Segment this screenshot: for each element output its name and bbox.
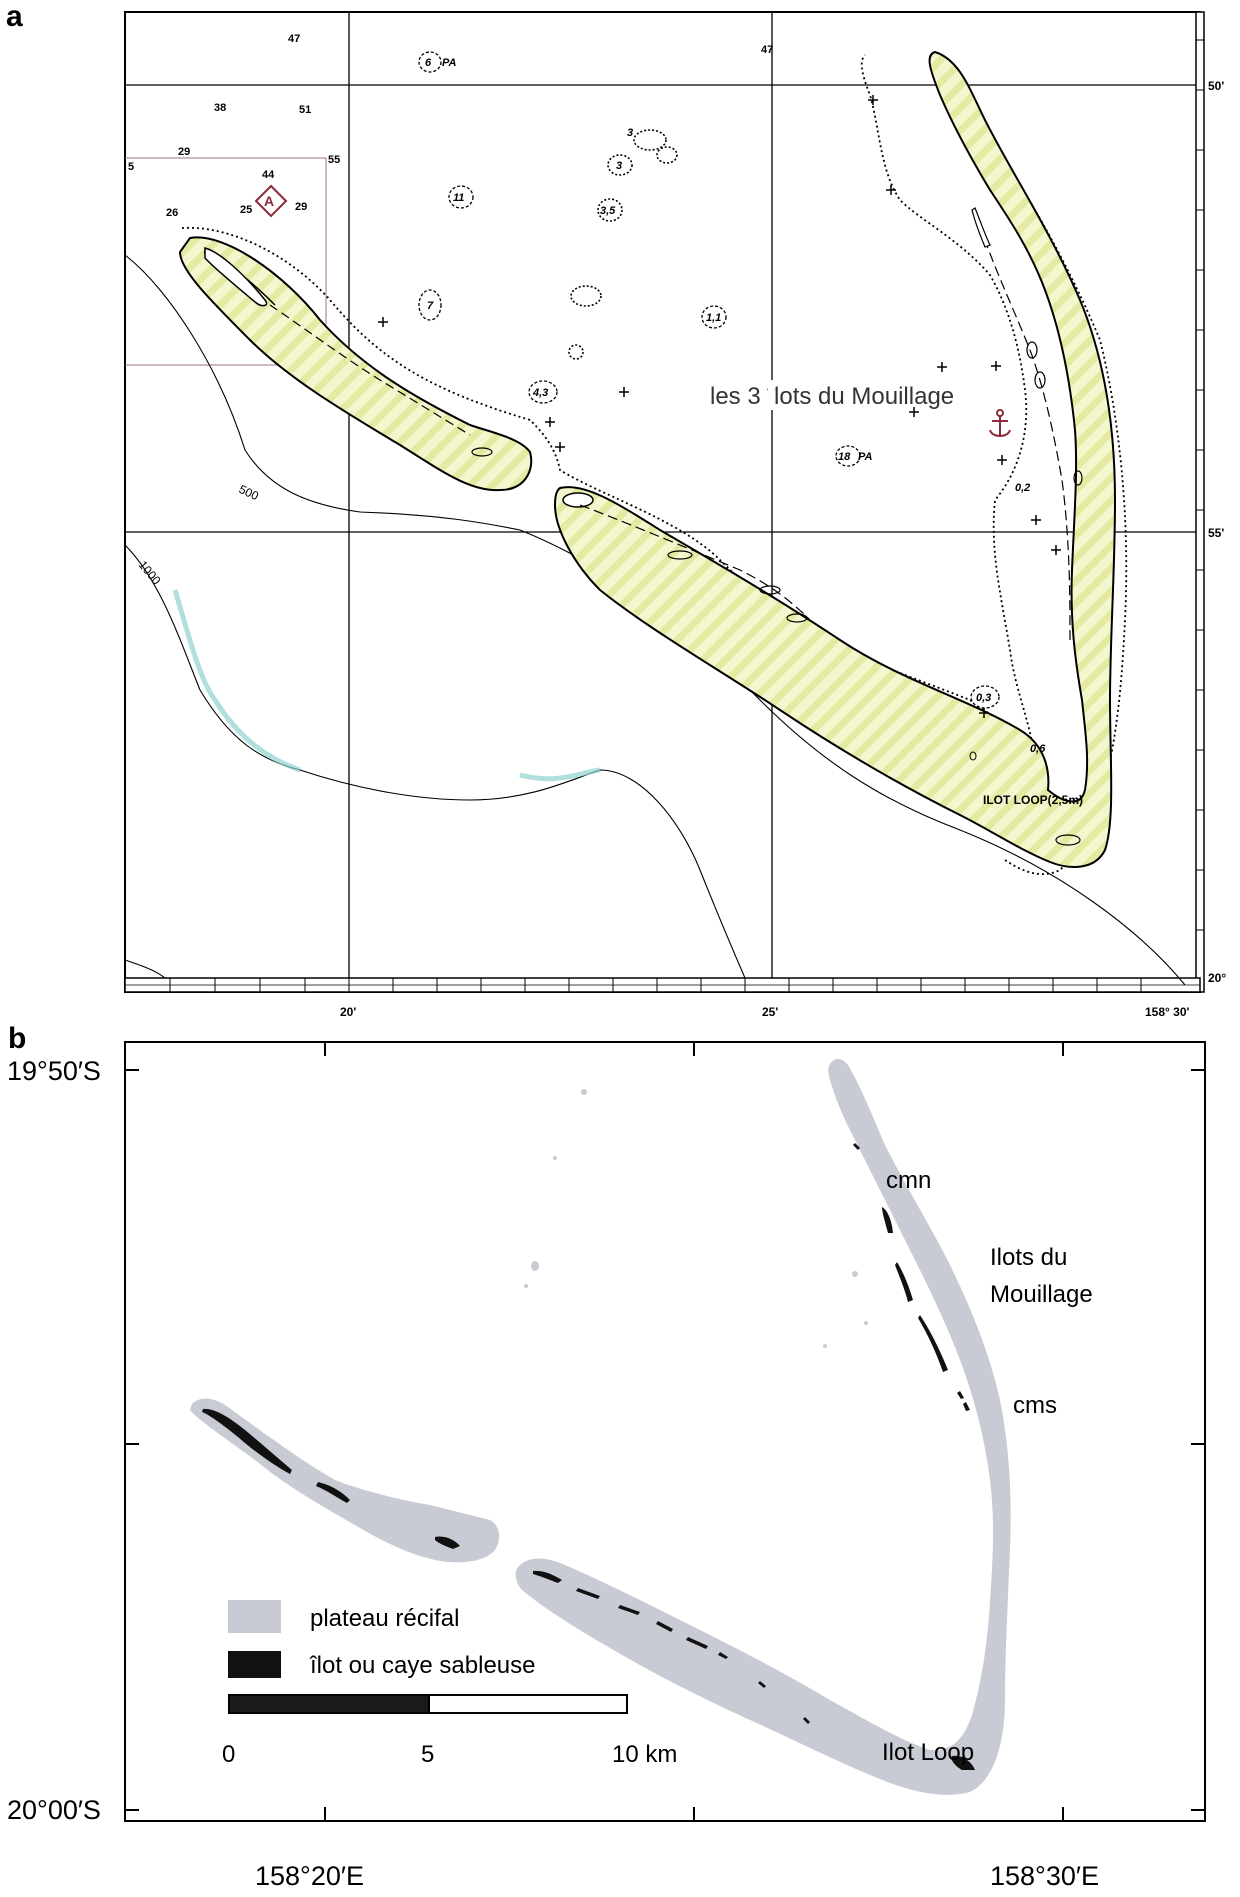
graticule: [125, 12, 1196, 978]
x-tick: 20': [340, 1005, 356, 1019]
shoal-label: PA: [442, 57, 457, 69]
shoal-label: 3,5: [600, 205, 616, 217]
sounding: 29: [178, 146, 190, 158]
panel-a-letter: a: [6, 0, 23, 33]
shoal-label: 6: [425, 57, 432, 69]
sounding: 47: [288, 33, 300, 45]
marker-a-icon: [254, 184, 288, 218]
sounding: 5: [128, 161, 134, 173]
shoal-label: 7: [427, 300, 434, 312]
anchor-icon: [989, 409, 1011, 437]
sounding: 29: [295, 201, 307, 213]
shoal-label: 18: [838, 451, 851, 463]
sounding: 38: [214, 102, 226, 114]
rock-symbols: [378, 95, 1061, 718]
shoal-label: 3: [616, 160, 622, 172]
panel-b-letter: b: [8, 1022, 27, 1055]
marker-a-label: A: [264, 193, 274, 209]
sounding: 47: [761, 44, 773, 56]
shoal-label: PA: [858, 451, 873, 463]
shoal-label: 4,3: [532, 387, 548, 399]
shoal-label: 0,2: [1015, 482, 1030, 494]
sounding: 55: [328, 154, 340, 166]
annotation-ilots-mouillage: les 3 îlots du Mouillage: [710, 383, 954, 410]
y-tick: 20°: [1208, 971, 1226, 985]
shoal-label: 11: [453, 192, 464, 204]
y-tick: 55': [1208, 526, 1224, 540]
shoal-label: 0,3: [976, 692, 991, 704]
sounding: 44: [262, 169, 275, 181]
y-tick: 50': [1208, 79, 1224, 93]
sounding: 25: [240, 204, 252, 216]
contour-1000: [124, 544, 746, 979]
shoal-label: 0,6: [1030, 743, 1046, 755]
x-tick: 158° 30': [1145, 1005, 1190, 1019]
shoal-label: 1,1: [706, 312, 721, 324]
reef-south-east: [553, 50, 1117, 868]
shoal-label: 3: [627, 127, 633, 139]
x-tick: 25': [762, 1005, 778, 1019]
sounding: 51: [299, 104, 311, 116]
label-ilot-loop: ILOT LOOP(2,5m): [983, 793, 1083, 807]
sounding: 26: [166, 207, 178, 219]
